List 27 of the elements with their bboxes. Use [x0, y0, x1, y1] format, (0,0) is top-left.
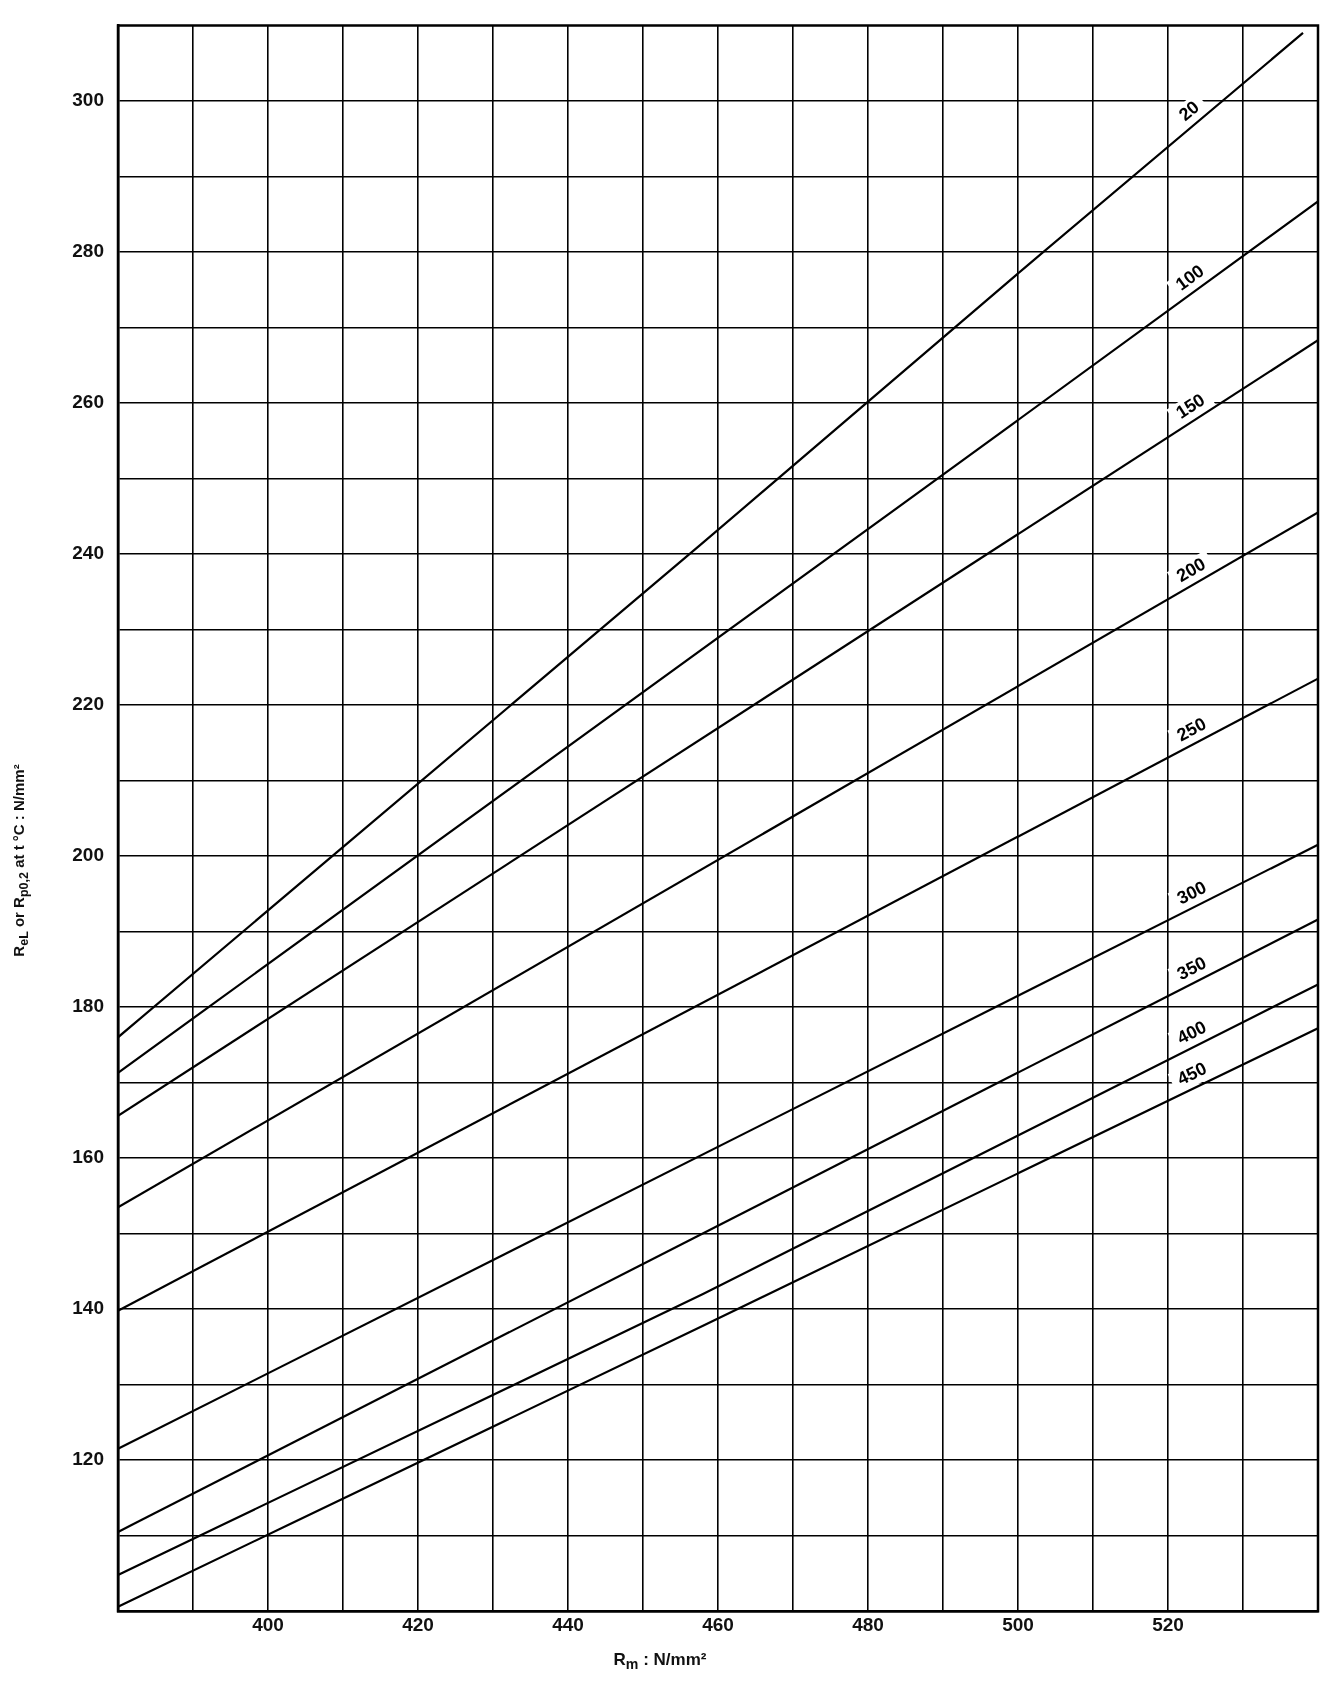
- text: 400: [1173, 1016, 1210, 1048]
- x-tick-label: 440: [552, 1613, 584, 1635]
- x-axis-title: R$_{m}$ : N/mm²: [612, 1650, 708, 1673]
- x-tick-label: 480: [852, 1613, 884, 1635]
- x-tick-label: 400: [252, 1613, 284, 1635]
- text: 450: [1174, 1058, 1210, 1090]
- x-tick-label: 460: [702, 1613, 734, 1635]
- y-tick-label: 120: [72, 1448, 104, 1470]
- text: 150: [1172, 389, 1209, 423]
- text: 20: [1174, 96, 1204, 125]
- x-tick-label: 520: [1152, 1613, 1184, 1635]
- y-tick-label: 140: [72, 1297, 104, 1319]
- x-tick-label: 420: [402, 1613, 434, 1635]
- y-tick-label: 200: [72, 844, 104, 866]
- text: 350: [1173, 952, 1210, 984]
- y-tick-label: 220: [72, 693, 104, 715]
- text: 100: [1171, 260, 1208, 295]
- y-tick-label: 160: [72, 1146, 104, 1168]
- y-tick-label: 180: [72, 995, 104, 1017]
- text: 300: [1173, 876, 1210, 909]
- text: 250: [1173, 713, 1210, 746]
- y-tick-label: 300: [72, 89, 104, 111]
- y-tick-label: 240: [72, 542, 104, 564]
- text: 200: [1172, 553, 1209, 586]
- y-tick-label: 280: [72, 240, 104, 262]
- x-tick-label: 500: [1002, 1613, 1034, 1635]
- y-tick-label: 260: [72, 391, 104, 413]
